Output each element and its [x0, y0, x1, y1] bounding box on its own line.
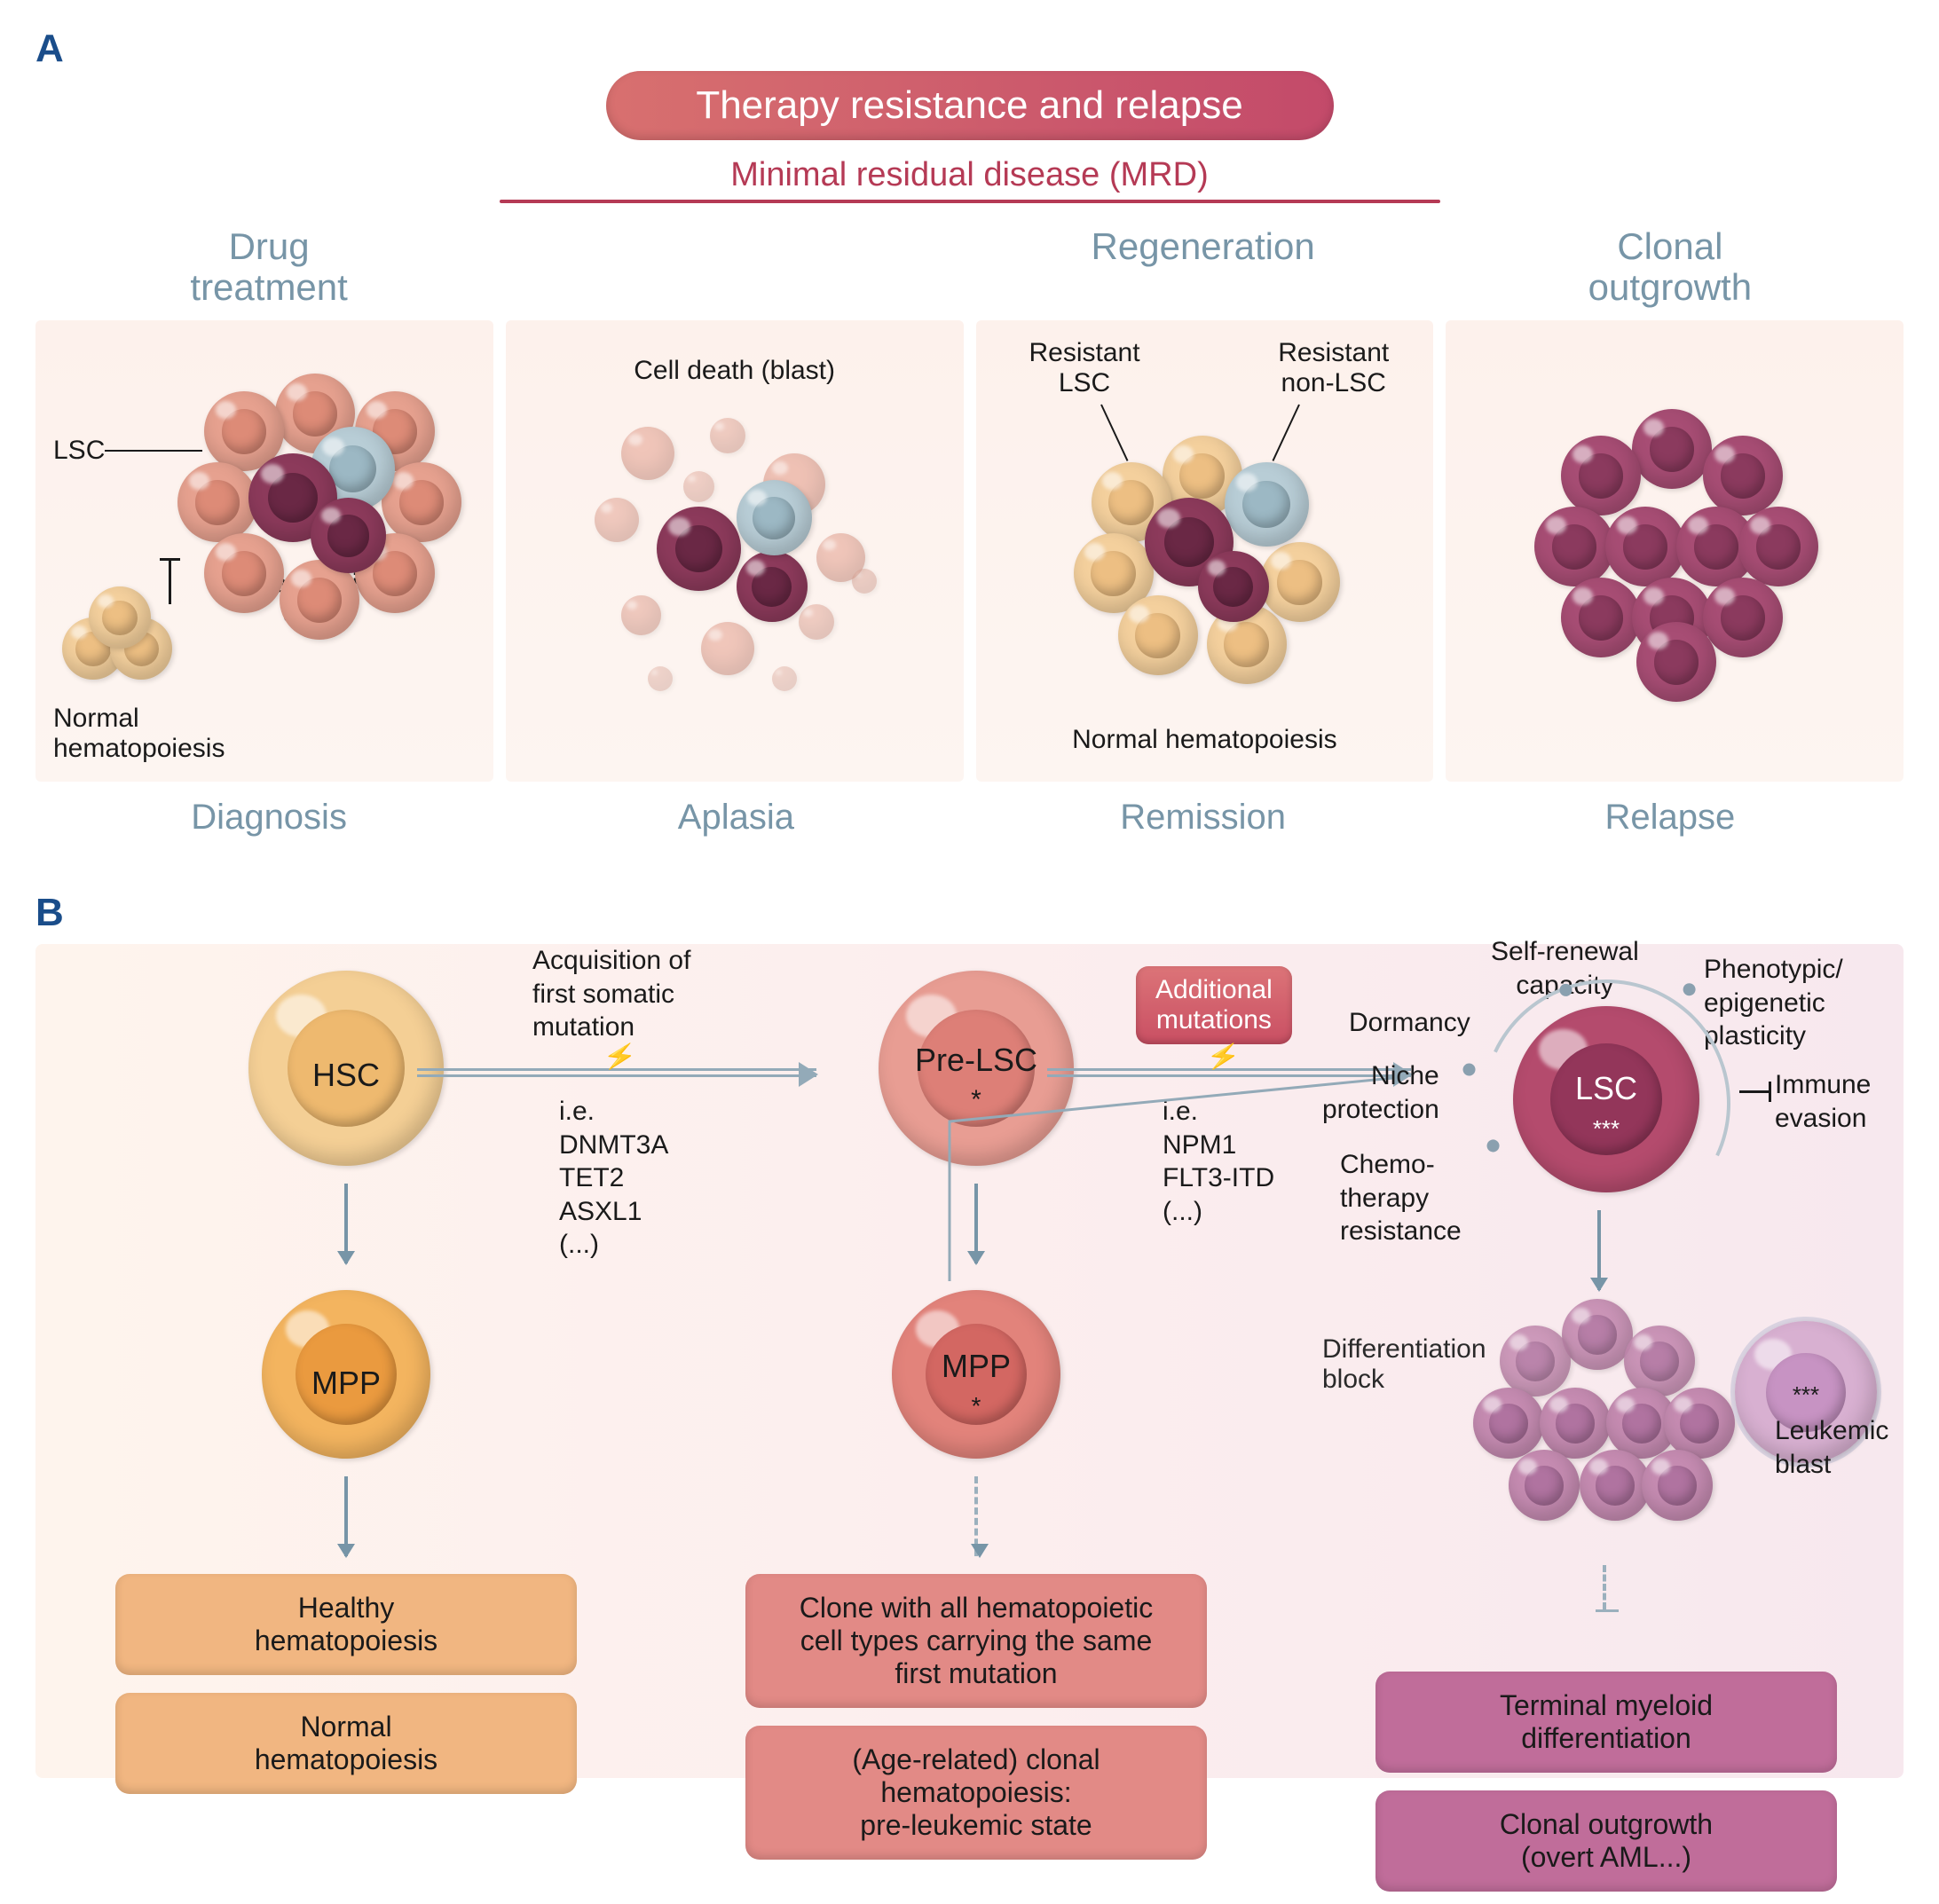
dying-cells-icon	[586, 418, 887, 720]
lightning-icon: ⚡	[602, 1040, 639, 1075]
phase-headers-row: Drug treatment Regeneration Clonal outgr…	[35, 226, 1904, 308]
mrd-label: Minimal residual disease (MRD)	[35, 156, 1904, 194]
lsc-cell-icon: LSC ***	[1513, 1006, 1699, 1192]
box-terminal-diff: Terminal myeloid differentiation	[1375, 1672, 1837, 1773]
panel-b-label: B	[35, 891, 1904, 935]
panel-a: A Therapy resistance and relapse Minimal…	[35, 27, 1904, 838]
resistant-lsc-label: Resistant LSC	[1029, 338, 1140, 398]
box-clonal-hema: (Age-related) clonal hematopoiesis: pre-…	[745, 1726, 1207, 1860]
blast-cluster-icon	[1473, 1299, 1739, 1547]
leukemic-blast-label: Leukemic blast	[1775, 1414, 1888, 1481]
phase-cards-row: LSC Leukemic clone Normal hematopoiesis	[35, 320, 1904, 782]
mutation-examples-1: i.e. DNMT3A TET2 ASXL1 (...)	[559, 1095, 668, 1262]
arrow-down-icon	[344, 1184, 348, 1263]
mpp-label: MPP	[262, 1365, 430, 1402]
box-healthy-hema: Healthy hematopoiesis	[115, 1574, 577, 1675]
prop-chemo: Chemo- therapy resistance	[1340, 1148, 1462, 1248]
first-mutation-label: Acquisition of first somatic mutation	[532, 944, 690, 1044]
normal-hema-icon	[62, 618, 190, 684]
phase-header: Clonal outgrowth	[1437, 226, 1904, 308]
box-normal-hema: Normal hematopoiesis	[115, 1693, 577, 1794]
arrow-down-icon	[344, 1476, 348, 1556]
phase-footer: Aplasia	[502, 798, 969, 838]
arrow-down-icon	[1597, 1210, 1601, 1290]
relapse-cluster-icon	[1534, 409, 1818, 693]
prop-plasticity: Phenotypic/ epigenetic plasticity	[1704, 953, 1843, 1053]
hsc-cell-icon: HSC	[248, 971, 444, 1166]
prop-immune: Immune evasion	[1775, 1068, 1871, 1135]
lsc-label: LSC ***	[1513, 1070, 1699, 1145]
diff-block-label: Differentiation block	[1322, 1334, 1486, 1395]
phase-footer: Relapse	[1437, 798, 1904, 838]
arrow-down-dashed-icon	[1603, 1565, 1606, 1609]
mrd-underline	[500, 200, 1440, 203]
lsc-label: LSC	[53, 436, 105, 466]
leukemic-cluster-icon	[177, 365, 470, 657]
inhibition-bar-icon	[169, 560, 171, 604]
cell-death-label: Cell death (blast)	[506, 356, 964, 386]
phase-card-aplasia: Cell death (blast)	[506, 320, 964, 782]
phase-card-diagnosis: LSC Leukemic clone Normal hematopoiesis	[35, 320, 493, 782]
remission-cluster-icon	[1074, 427, 1340, 693]
panel-a-label: A	[35, 27, 1904, 71]
phase-footer: Diagnosis	[35, 798, 502, 838]
panel-b: B HSC MPP Healthy hematopoiesis Normal h…	[35, 891, 1904, 1778]
prop-dormancy: Dormancy	[1349, 1006, 1470, 1040]
phase-header: Drug treatment	[35, 226, 502, 308]
title-pill: Therapy resistance and relapse	[606, 71, 1334, 140]
phase-header	[502, 226, 969, 308]
phase-card-remission: Resistant LSC Resistant non-LSC Normal h…	[976, 320, 1434, 782]
normal-hema-label: Normal hematopoiesis	[53, 704, 225, 764]
prop-niche: Niche protection	[1322, 1059, 1439, 1126]
phase-footers-row: Diagnosis Aplasia Remission Relapse	[35, 798, 1904, 838]
hsc-label: HSC	[248, 1057, 444, 1094]
mpp-cell-icon: MPP	[262, 1290, 430, 1459]
box-clone-mutation: Clone with all hematopoietic cell types …	[745, 1574, 1207, 1708]
phase-footer: Remission	[970, 798, 1437, 838]
phase-card-relapse	[1446, 320, 1904, 782]
resistant-nonlsc-label: Resistant non-LSC	[1278, 338, 1389, 398]
normal-hema-label: Normal hematopoiesis	[976, 725, 1434, 755]
col-lsc: Self-renewal capacity Dormancy Niche pro…	[1313, 944, 1899, 1904]
mpp-mut-label: MPP *	[892, 1348, 1060, 1422]
box-clonal-outgrowth: Clonal outgrowth (overt AML...)	[1375, 1790, 1837, 1892]
arrow-down-dashed-icon	[974, 1476, 978, 1556]
inhibition-bar-icon	[1739, 1090, 1770, 1093]
phase-header: Regeneration	[970, 226, 1437, 308]
additional-mutations-pill: Additional mutations	[1136, 966, 1292, 1044]
